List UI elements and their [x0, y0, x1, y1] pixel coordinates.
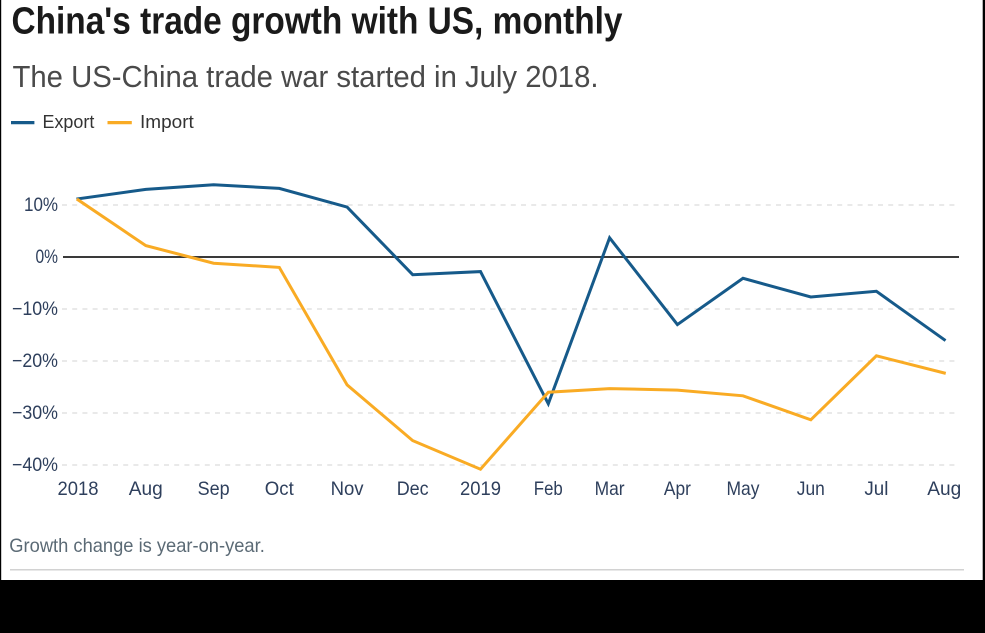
svg-text:2019: 2019 [460, 478, 501, 500]
svg-text:−20%: −20% [12, 351, 58, 372]
svg-text:0%: 0% [36, 247, 59, 268]
svg-text:−40%: −40% [12, 455, 58, 476]
svg-text:Growth change is year-on-year.: Growth change is year-on-year. [9, 535, 264, 557]
svg-text:Mar: Mar [595, 478, 625, 500]
svg-text:Apr: Apr [664, 478, 691, 500]
svg-text:2018: 2018 [58, 478, 99, 500]
svg-text:Import: Import [140, 112, 194, 132]
svg-text:Jun: Jun [797, 478, 825, 500]
svg-text:Oct: Oct [265, 478, 295, 500]
svg-text:China's trade growth with US,: China's trade growth with US, monthly [12, 1, 623, 43]
svg-text:Sep: Sep [198, 478, 230, 500]
svg-text:Feb: Feb [534, 478, 563, 500]
svg-text:Aug: Aug [927, 478, 961, 500]
svg-text:Dec: Dec [397, 478, 429, 500]
svg-text:Export: Export [43, 112, 95, 132]
svg-text:Jul: Jul [864, 478, 888, 500]
svg-text:May: May [727, 478, 760, 500]
svg-text:−30%: −30% [12, 403, 58, 424]
svg-text:−10%: −10% [12, 299, 58, 320]
svg-text:The US-China trade war started: The US-China trade war started in July 2… [13, 59, 599, 94]
svg-text:10%: 10% [24, 195, 58, 216]
svg-text:Nov: Nov [331, 478, 364, 500]
svg-text:Aug: Aug [129, 478, 163, 500]
